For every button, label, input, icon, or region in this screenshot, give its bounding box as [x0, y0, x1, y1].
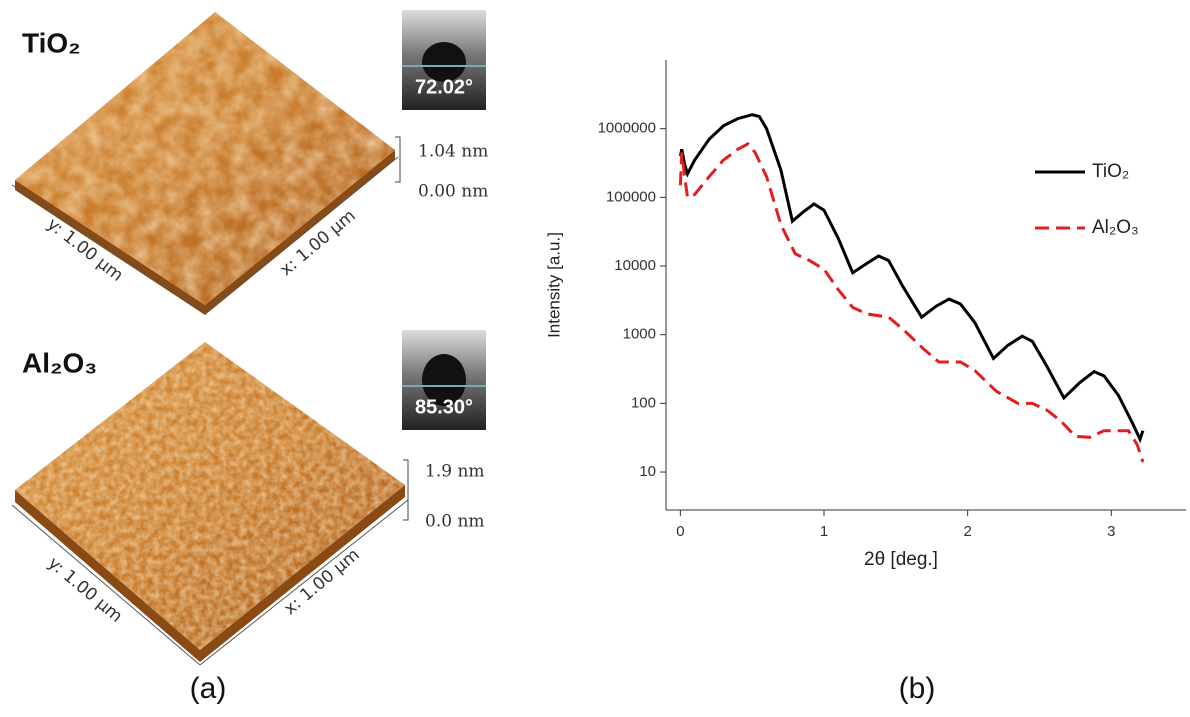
z-min: 0.00 nm: [418, 182, 488, 202]
z-min: 0.0 nm: [425, 512, 485, 532]
material-label: TiO₂: [22, 27, 81, 58]
z-max: 1.04 nm: [418, 142, 488, 162]
y-tick-label: 1000: [623, 326, 656, 343]
contact-angle: 85.30°: [415, 396, 473, 418]
x-tick-label: 0: [676, 523, 684, 540]
y-tick-label: 1000000: [598, 120, 656, 137]
legend-label: Al₂O₃: [1092, 217, 1139, 238]
contact-angle: 72.02°: [415, 76, 473, 98]
y-tick-label: 10: [639, 463, 656, 480]
y-tick-label: 10000: [614, 257, 656, 274]
line-series: [678, 113, 1145, 444]
afm-tio2: [11, 10, 486, 315]
x-axis-title: 2θ [deg.]: [864, 549, 938, 570]
x-tick-label: 3: [1107, 523, 1115, 540]
line-series: [678, 142, 1145, 463]
legend-label: TiO₂: [1092, 161, 1129, 182]
x-tick-label: 1: [820, 523, 828, 540]
y-tick-label: 100000: [606, 188, 656, 205]
afm-al2o3: [11, 330, 486, 666]
material-label: Al₂O₃: [22, 347, 97, 378]
panel-label: (b): [899, 672, 936, 705]
x-tick-label: 2: [963, 523, 971, 540]
panel-label: (a): [190, 672, 227, 705]
y-tick-label: 100: [631, 394, 656, 411]
y-axis-title: Intensity [a.u.]: [544, 232, 563, 338]
z-max: 1.9 nm: [425, 462, 485, 482]
